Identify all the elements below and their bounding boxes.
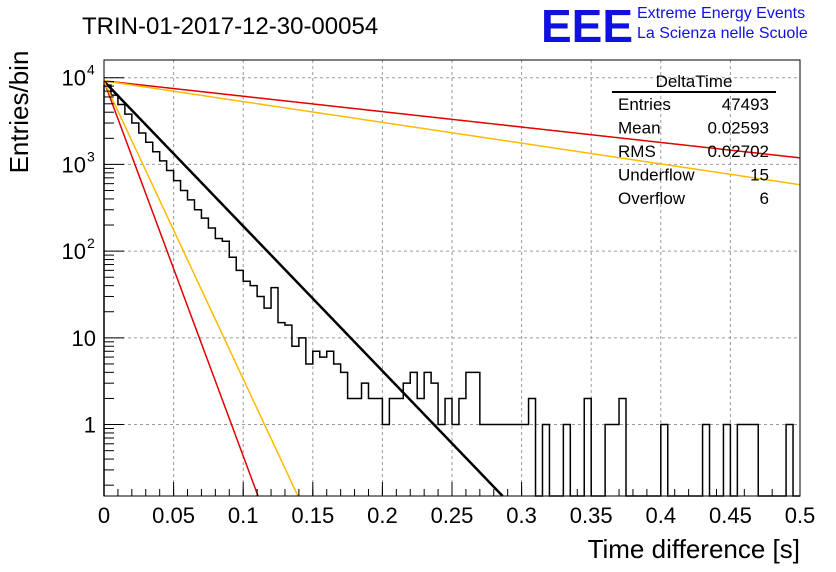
axis-ticks: 0 0.05 0.1 0.15 0.2 0.25 0.3 0.35 0.4 0.45 0.5 1 10 1… <box>62 62 816 528</box>
y-tick-label: 10 <box>62 239 86 264</box>
x-tick-label: 0.15 <box>291 503 334 528</box>
y-tick-label: 10 <box>72 326 96 351</box>
x-tick-label: 0.1 <box>228 503 259 528</box>
y-tick-label: 10 <box>62 66 86 91</box>
stats-rows: Entries 47493 Mean 0.02593 RMS 0.02702 Underfl… <box>618 95 769 208</box>
y-tick-exponent: 4 <box>87 62 95 78</box>
grid-lines <box>104 60 800 496</box>
x-tick-label: 0.4 <box>646 503 677 528</box>
stats-title: DeltaTime <box>656 72 733 91</box>
stats-value: 0.02702 <box>708 142 769 161</box>
stats-value: 0.02593 <box>708 119 769 138</box>
x-tick-label: 0.35 <box>570 503 613 528</box>
fit-curve-1 <box>103 80 504 497</box>
stats-value: 47493 <box>722 95 769 114</box>
x-tick-label: 0.5 <box>785 503 816 528</box>
stats-label: Mean <box>618 119 661 138</box>
y-tick-exponent: 3 <box>87 148 95 164</box>
logo-line-1: Extreme Energy Events <box>637 5 805 22</box>
fit-curve-5 <box>103 80 801 186</box>
histogram-layer <box>103 84 800 497</box>
stats-label: Overflow <box>618 189 686 208</box>
logo-line-2: La Scienza nelle Scuole <box>637 25 808 42</box>
stats-value: 6 <box>760 189 769 208</box>
x-tick-label: 0 <box>98 503 110 528</box>
x-axis-label: Time difference [s] <box>588 534 800 564</box>
stats-box: DeltaTime Entries 47493 Mean 0.02593 RMS 0.02… <box>612 72 776 208</box>
run-title: TRIN-01-2017-12-30-00054 <box>82 13 378 40</box>
x-tick-label: 0.3 <box>506 503 537 528</box>
x-tick-label: 0.25 <box>431 503 474 528</box>
y-tick-exponent: 2 <box>87 235 95 251</box>
x-tick-label: 0.2 <box>367 503 398 528</box>
stats-label: RMS <box>618 142 656 161</box>
fit-curve-2 <box>103 80 259 497</box>
y-axis-label: Entries/bin <box>4 51 34 174</box>
histogram-deltatime <box>103 84 800 497</box>
fit-curve-3 <box>103 80 299 497</box>
stats-value: 15 <box>750 166 769 185</box>
eee-logo: EEE <box>541 0 633 52</box>
y-tick-label: 10 <box>62 152 86 177</box>
y-tick-label: 1 <box>84 413 96 438</box>
x-tick-label: 0.05 <box>152 503 195 528</box>
fit-curve-4 <box>103 80 801 159</box>
stats-label: Underflow <box>618 166 695 185</box>
fit-curves-layer <box>103 80 801 497</box>
x-tick-label: 0.45 <box>709 503 752 528</box>
stats-label: Entries <box>618 95 671 114</box>
